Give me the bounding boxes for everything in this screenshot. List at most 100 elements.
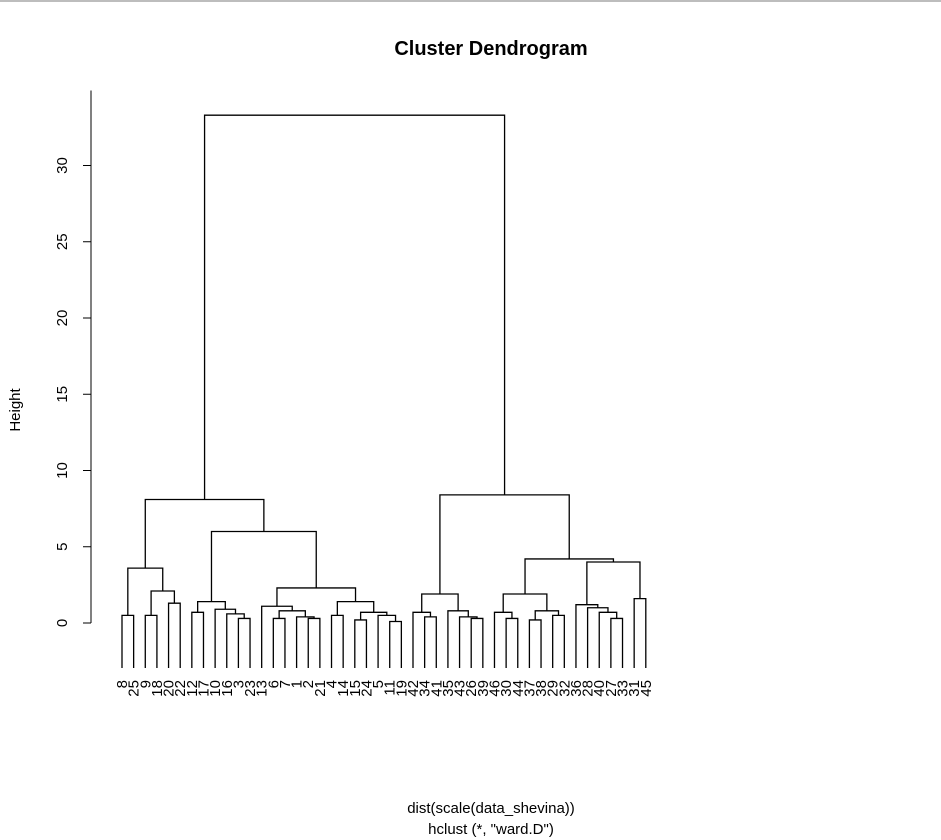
merge-link <box>470 617 484 668</box>
leaf-label: 25 <box>126 680 143 697</box>
leaf-label: 12 <box>184 680 201 697</box>
leaf-label: 33 <box>615 680 632 697</box>
merge-link <box>423 616 437 668</box>
leaf-label: 22 <box>172 680 189 697</box>
merge-link <box>226 613 245 668</box>
y-tick-label: 20 <box>54 310 71 327</box>
merge-link <box>144 614 158 668</box>
merge-link <box>421 593 459 613</box>
leaf-label: 31 <box>626 680 643 697</box>
y-tick-label: 5 <box>54 543 71 551</box>
leaf-label: 20 <box>161 680 178 697</box>
leaf-label: 15 <box>347 680 364 697</box>
leaf-label: 28 <box>580 680 597 697</box>
leaf-label: 43 <box>452 680 469 697</box>
merge-link <box>191 611 205 668</box>
chart-title: Cluster Dendrogram <box>394 38 587 60</box>
merge-link <box>633 597 647 668</box>
merge-link <box>447 610 469 668</box>
leaf-label: 17 <box>195 680 212 697</box>
merge-link <box>144 498 265 569</box>
merge-link <box>586 607 609 668</box>
leaf-label: 35 <box>440 680 457 697</box>
merge-link <box>598 611 618 668</box>
leaf-label: 1 <box>289 680 306 688</box>
leaf-labels: 8259182022121710163231367122141415245111… <box>114 680 655 697</box>
x-axis-label: dist(scale(data_shevina)) <box>407 800 575 817</box>
merge-link <box>524 558 615 595</box>
leaf-label: 38 <box>533 680 550 697</box>
y-tick-label: 0 <box>54 619 71 627</box>
merge-link <box>272 617 286 668</box>
leaf-label: 10 <box>207 680 224 697</box>
merge-link <box>214 608 237 668</box>
merge-link <box>502 593 548 613</box>
y-tick-label: 15 <box>54 386 71 403</box>
merge-link <box>127 567 164 616</box>
leaf-label: 6 <box>265 680 282 688</box>
method-label: hclust (*, "ward.D") <box>428 821 554 838</box>
merge-link <box>359 611 388 620</box>
merge-link <box>389 620 403 668</box>
leaf-label: 18 <box>149 680 166 697</box>
leaf-label: 3 <box>230 680 247 688</box>
leaf-label: 4 <box>324 680 341 688</box>
leaf-label: 44 <box>510 680 527 697</box>
leaf-label: 41 <box>428 680 445 697</box>
y-tick-label: 25 <box>54 233 71 250</box>
merge-link <box>330 614 344 668</box>
top-border <box>0 0 941 2</box>
merge-link <box>493 611 513 668</box>
merge-link <box>237 617 251 668</box>
leaf-label: 36 <box>568 680 585 697</box>
leaf-label: 2 <box>300 680 317 688</box>
merge-link <box>210 530 317 602</box>
merge-link <box>528 619 542 668</box>
merge-link <box>354 619 368 668</box>
leaf-label: 5 <box>370 680 387 688</box>
leaf-label: 19 <box>393 680 410 697</box>
y-axis: 0 5 10 15 20 25 30 <box>54 90 92 627</box>
merge-link <box>336 601 375 616</box>
y-tick-label: 10 <box>54 462 71 479</box>
leaf-label: 14 <box>335 680 352 697</box>
merge-link <box>412 611 432 668</box>
merge-link <box>439 494 570 595</box>
leaf-label: 26 <box>463 680 480 697</box>
merge-link <box>167 602 181 668</box>
leaf-label: 13 <box>254 680 271 697</box>
leaf-label: 24 <box>358 680 375 697</box>
merge-link <box>276 587 357 607</box>
merge-link <box>505 617 519 668</box>
leaf-label: 9 <box>137 680 154 688</box>
leaf-label: 21 <box>312 680 329 697</box>
merge-link <box>295 616 315 668</box>
leaf-label: 32 <box>556 680 573 697</box>
merge-link <box>377 614 397 668</box>
dendrogram-tree <box>121 114 647 668</box>
leaf-label: 29 <box>545 680 562 697</box>
leaf-label: 45 <box>638 680 655 697</box>
leaf-label: 27 <box>603 680 620 697</box>
leaf-label: 40 <box>591 680 608 697</box>
leaf-label: 37 <box>521 680 538 697</box>
leaf-label: 23 <box>242 680 259 697</box>
leaf-label: 8 <box>114 680 131 688</box>
merge-link <box>121 614 135 668</box>
merge-link <box>575 604 599 668</box>
merge-link <box>261 605 293 668</box>
leaf-label: 11 <box>382 680 399 696</box>
merge-link <box>552 614 565 668</box>
leaf-label: 30 <box>498 680 515 697</box>
leaf-label: 42 <box>405 680 422 697</box>
merge-link <box>197 601 226 613</box>
merge-link <box>610 617 624 668</box>
leaf-label: 16 <box>219 680 236 697</box>
leaf-label: 34 <box>417 680 434 697</box>
merge-link <box>307 617 321 668</box>
y-axis-label: Height <box>7 387 24 431</box>
leaf-label: 46 <box>486 680 503 697</box>
merge-link <box>458 616 478 668</box>
y-tick-label: 30 <box>54 157 71 174</box>
